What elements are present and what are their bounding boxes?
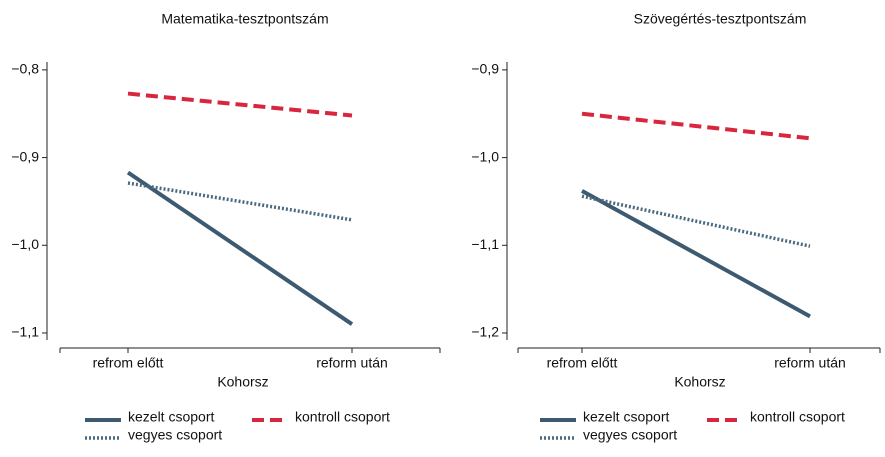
- x-axis-label: Kohorsz: [217, 374, 268, 390]
- y-tick-label: −1,1: [471, 236, 499, 252]
- series-line: [127, 91, 353, 118]
- y-tick-label: −0,9: [11, 148, 39, 164]
- x-tick-label: reform után: [316, 355, 388, 371]
- series-line: [581, 194, 811, 248]
- y-tick-label: −1,0: [471, 148, 499, 164]
- chart-title: Matematika-tesztpontszám: [161, 11, 328, 27]
- series-line: [581, 111, 811, 141]
- x-tick-label: refrom előtt: [93, 355, 164, 371]
- y-tick-label: −1,1: [11, 324, 39, 340]
- legend-label: kontroll csoport: [295, 409, 390, 425]
- x-tick-label: reform után: [774, 355, 846, 371]
- series-line: [127, 181, 353, 222]
- legend-label: kezelt csoport: [128, 409, 214, 425]
- chart-title: Szövegértés-tesztpontszám: [634, 11, 807, 27]
- y-tick-label: −1,2: [471, 324, 499, 340]
- series-line: [126, 170, 354, 326]
- legend-label: vegyes csoport: [583, 427, 677, 443]
- legend-label: kezelt csoport: [583, 409, 669, 425]
- x-tick-label: refrom előtt: [547, 355, 618, 371]
- y-tick-label: −0,8: [11, 61, 39, 77]
- x-axis-label: Kohorsz: [674, 374, 725, 390]
- y-tick-label: −0,9: [471, 61, 499, 77]
- legend-label: vegyes csoport: [128, 427, 222, 443]
- series-line: [581, 189, 811, 319]
- legend-label: kontroll csoport: [750, 409, 845, 425]
- y-tick-label: −1,0: [11, 236, 39, 252]
